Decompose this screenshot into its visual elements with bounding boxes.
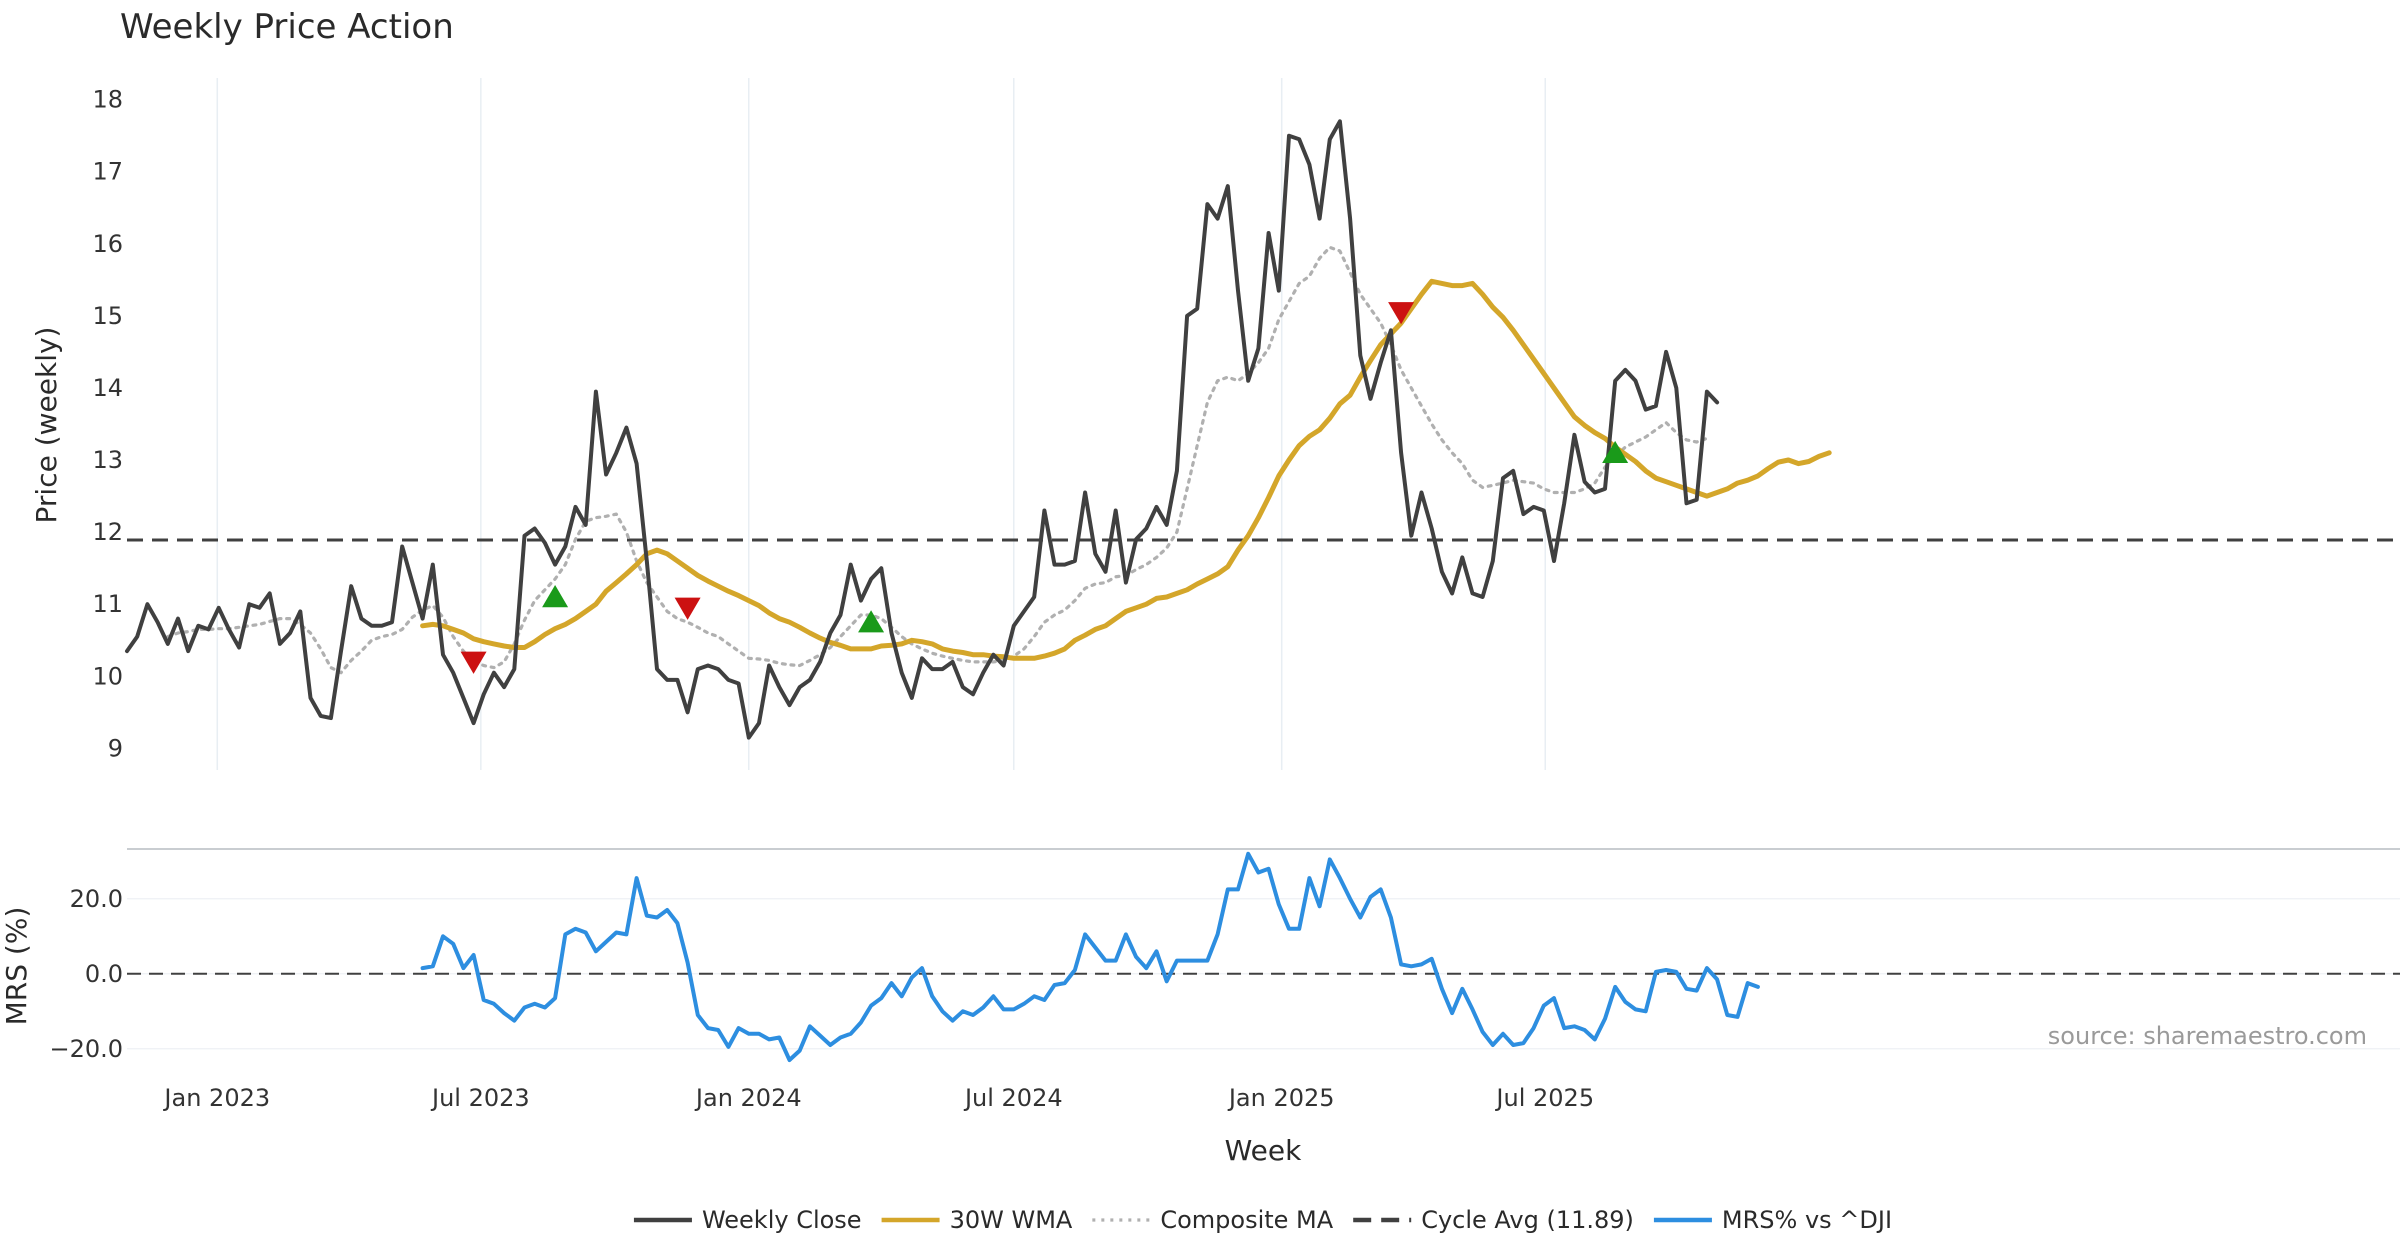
x-tick-label: Jul 2025	[1494, 1084, 1594, 1112]
legend-item-mrs-vs-dji: MRS% vs ^DJI	[1653, 1206, 1892, 1234]
legend-item-weekly-close: Weekly Close	[633, 1206, 862, 1234]
legend-item-composite-ma: Composite MA	[1092, 1206, 1334, 1234]
price-y-tick-label: 14	[92, 374, 123, 402]
mrs-y-tick-label: −20.0	[49, 1035, 123, 1063]
30w-wma-series-line	[420, 278, 1832, 661]
x-tick-label: Jan 2025	[1227, 1084, 1335, 1112]
x-axis-label: Week	[1225, 1134, 1302, 1167]
x-tick-label: Jul 2023	[430, 1084, 530, 1112]
mrs-vs-dji-series-line	[420, 851, 1760, 1062]
sell-signal-marker	[674, 597, 701, 620]
sell-signal-marker	[1388, 302, 1415, 325]
price-y-tick-label: 11	[92, 590, 123, 618]
x-tick-label: Jul 2024	[963, 1084, 1063, 1112]
price-y-tick-label: 15	[92, 302, 123, 330]
price-y-tick-label: 9	[108, 734, 123, 762]
weekly-close-series-line	[125, 119, 1720, 740]
price-y-tick-label: 18	[92, 86, 123, 114]
price-panel: 9 10 11 12 13 14 15 16 17 18	[92, 78, 2400, 770]
price-y-tick-label: 16	[92, 230, 123, 258]
legend-item-cycle-avg-11-89: Cycle Avg (11.89)	[1353, 1206, 1634, 1234]
mrs-y-tick-label: 20.0	[70, 885, 123, 913]
legend-label: Weekly Close	[702, 1206, 862, 1234]
legend-label: Composite MA	[1160, 1206, 1333, 1234]
price-y-axis-label: Price (weekly)	[30, 327, 63, 524]
x-tick-label: Jan 2023	[162, 1084, 270, 1112]
chart-title: Weekly Price Action	[120, 7, 454, 47]
price-y-tick-label: 10	[92, 662, 123, 690]
legend-label: MRS% vs ^DJI	[1722, 1206, 1892, 1234]
legend-item-30w-wma: 30W WMA	[881, 1206, 1073, 1234]
legend-label: 30W WMA	[950, 1206, 1073, 1234]
composite-ma-series-line	[166, 245, 1709, 675]
legend-label: Cycle Avg (11.89)	[1421, 1206, 1634, 1234]
legend: Weekly Close 30W WMA Composite MA Cycle Avg…	[633, 1206, 1892, 1234]
buy-signal-marker	[858, 610, 885, 633]
buy-signal-marker	[542, 585, 569, 608]
sell-signal-marker	[460, 651, 487, 674]
source-text: source: sharemaestro.com	[2048, 1022, 2367, 1050]
x-tick-label: Jan 2024	[694, 1084, 802, 1112]
mrs-y-axis-label: MRS (%)	[0, 907, 33, 1026]
mrs-y-tick-label: 0.0	[85, 960, 123, 988]
x-axis: Jan 2023 Jul 2023 Jan 2024 Jul 2024 Jan 2025…	[162, 1084, 1594, 1112]
price-y-tick-label: 17	[92, 158, 123, 186]
buy-signal-marker	[1602, 440, 1629, 464]
mrs-panel: 20.0 0.0 −20.0	[49, 848, 2400, 1063]
price-y-tick-label: 12	[92, 518, 123, 546]
price-y-tick-label: 13	[92, 446, 123, 474]
